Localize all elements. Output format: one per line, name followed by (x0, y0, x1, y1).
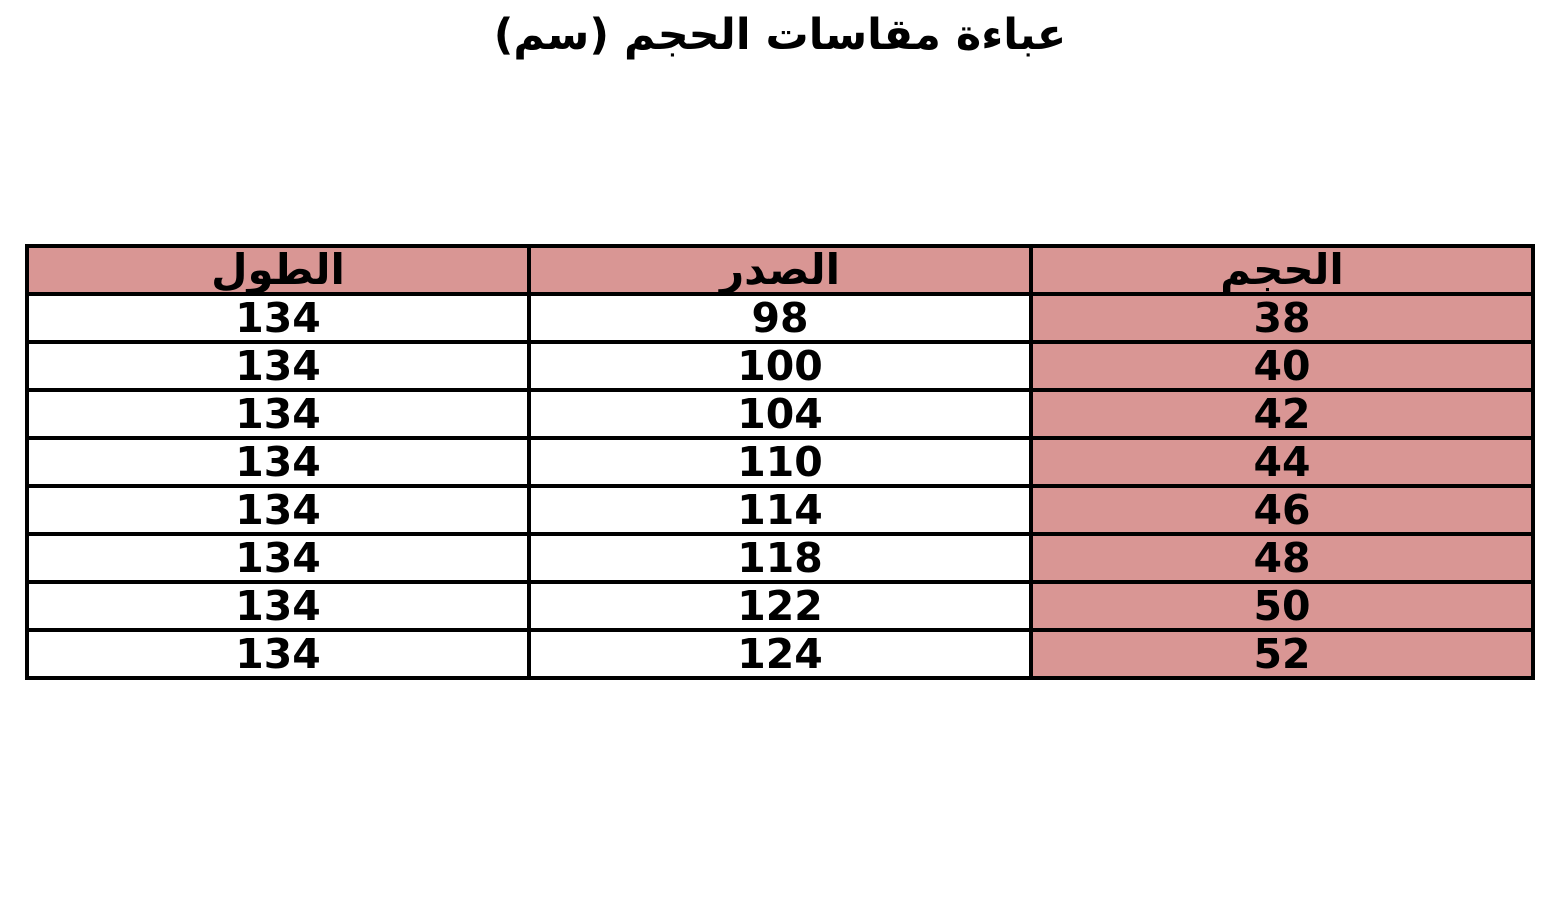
cell-size: 52 (1029, 628, 1535, 680)
cell-length: 134 (25, 340, 531, 392)
cell-chest: 118 (527, 532, 1033, 584)
header-row: الحجم الصدر الطول (25, 244, 1535, 296)
page-title: عباءة مقاسات الحجم (سم) (493, 10, 1067, 60)
cell-length: 134 (25, 484, 531, 536)
cell-size: 46 (1029, 484, 1535, 536)
cell-chest: 100 (527, 340, 1033, 392)
cell-chest: 104 (527, 388, 1033, 440)
cell-size: 42 (1029, 388, 1535, 440)
size-table: الحجم الصدر الطول 38 98 134 40 100 134 42 104 134 4… (25, 244, 1535, 680)
cell-size: 40 (1029, 340, 1535, 392)
cell-chest: 110 (527, 436, 1033, 488)
cell-length: 134 (25, 436, 531, 488)
table-row: 42 104 134 (25, 388, 1535, 440)
table-row: 38 98 134 (25, 292, 1535, 344)
size-table-body: 38 98 134 40 100 134 42 104 134 44 110 134 46 114 134 4… (25, 292, 1535, 680)
size-table-head: الحجم الصدر الطول (25, 244, 1535, 296)
cell-chest: 98 (527, 292, 1033, 344)
table-row: 50 122 134 (25, 580, 1535, 632)
cell-chest: 122 (527, 580, 1033, 632)
table-row: 48 118 134 (25, 532, 1535, 584)
cell-chest: 114 (527, 484, 1033, 536)
header-cell-size: الحجم (1029, 244, 1535, 296)
table-row: 40 100 134 (25, 340, 1535, 392)
cell-size: 38 (1029, 292, 1535, 344)
cell-size: 48 (1029, 532, 1535, 584)
cell-length: 134 (25, 628, 531, 680)
cell-length: 134 (25, 292, 531, 344)
cell-size: 44 (1029, 436, 1535, 488)
cell-length: 134 (25, 532, 531, 584)
table-row: 44 110 134 (25, 436, 1535, 488)
table-row: 46 114 134 (25, 484, 1535, 536)
cell-length: 134 (25, 580, 531, 632)
header-cell-length: الطول (25, 244, 531, 296)
cell-size: 50 (1029, 580, 1535, 632)
header-cell-chest: الصدر (527, 244, 1033, 296)
cell-length: 134 (25, 388, 531, 440)
table-row: 52 124 134 (25, 628, 1535, 680)
cell-chest: 124 (527, 628, 1033, 680)
